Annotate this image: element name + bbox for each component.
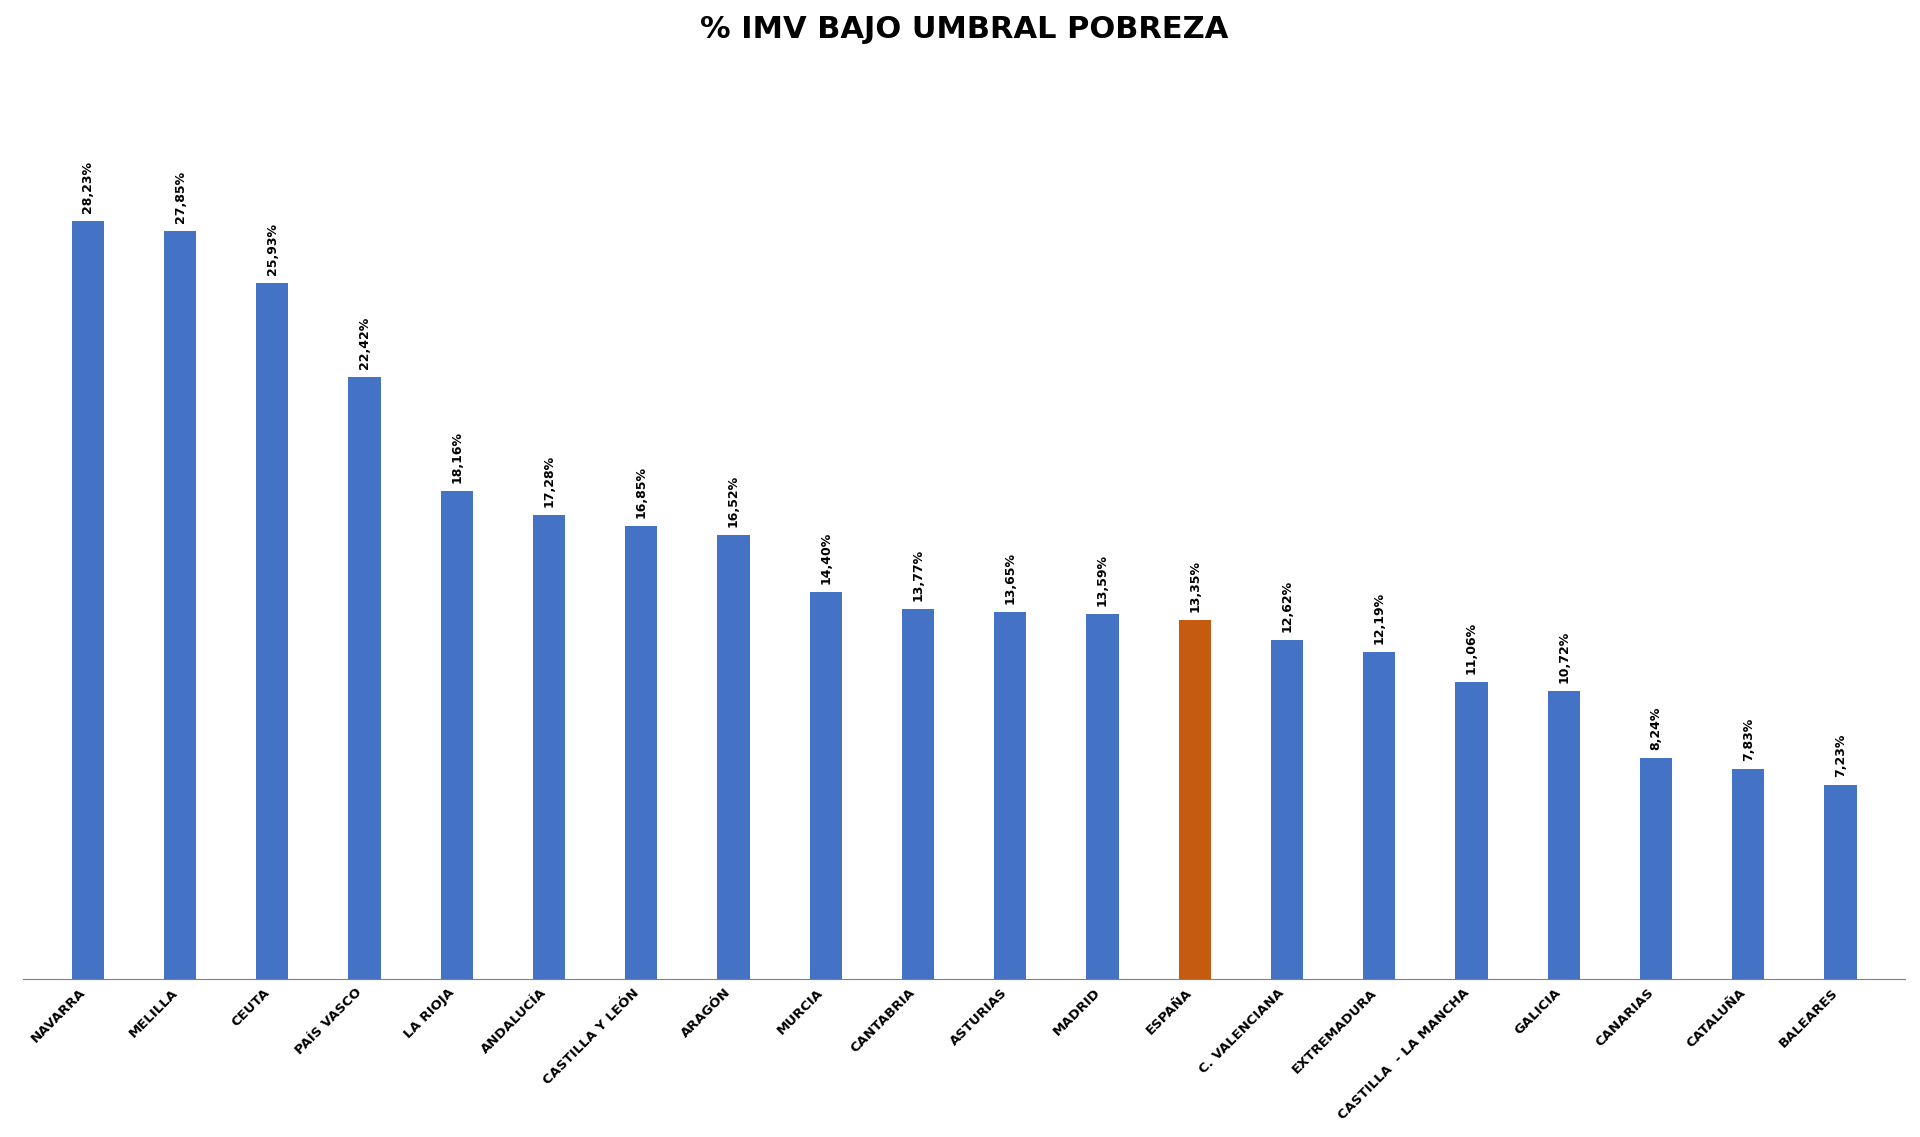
Text: 12,62%: 12,62% [1281,580,1294,632]
Bar [1640,757,1672,979]
Text: 22,42%: 22,42% [357,316,371,368]
Bar [1455,682,1488,979]
Bar [1087,614,1119,979]
Text: 28,23%: 28,23% [81,160,94,213]
Text: 8,24%: 8,24% [1649,706,1663,749]
Text: 11,06%: 11,06% [1465,622,1478,674]
Text: 27,85%: 27,85% [173,171,186,223]
Bar [534,515,564,979]
Text: 7,83%: 7,83% [1741,717,1755,761]
Bar [1179,621,1212,979]
Text: 18,16%: 18,16% [451,431,463,483]
Bar [902,609,935,979]
Text: 13,35%: 13,35% [1188,561,1202,613]
Bar [995,613,1027,979]
Text: 16,52%: 16,52% [728,475,739,528]
Text: 25,93%: 25,93% [265,223,278,274]
Bar [71,221,104,979]
Bar [1271,640,1304,979]
Text: 16,85%: 16,85% [636,466,647,518]
Text: 12,19%: 12,19% [1373,591,1386,644]
Text: 13,65%: 13,65% [1004,553,1018,605]
Text: 13,77%: 13,77% [912,549,925,601]
Bar [1732,769,1764,979]
Bar [163,231,196,979]
Bar [718,536,749,979]
Bar [255,283,288,979]
Bar [626,526,657,979]
Bar [1363,652,1396,979]
Text: 10,72%: 10,72% [1557,631,1571,683]
Title: % IMV BAJO UMBRAL POBREZA: % IMV BAJO UMBRAL POBREZA [701,15,1229,44]
Text: 17,28%: 17,28% [543,455,555,507]
Bar [1548,691,1580,979]
Bar [810,592,841,979]
Text: 14,40%: 14,40% [820,532,831,584]
Bar [1824,785,1857,979]
Bar [442,491,472,979]
Bar [348,376,380,979]
Text: 7,23%: 7,23% [1834,733,1847,777]
Text: 13,59%: 13,59% [1096,554,1110,606]
